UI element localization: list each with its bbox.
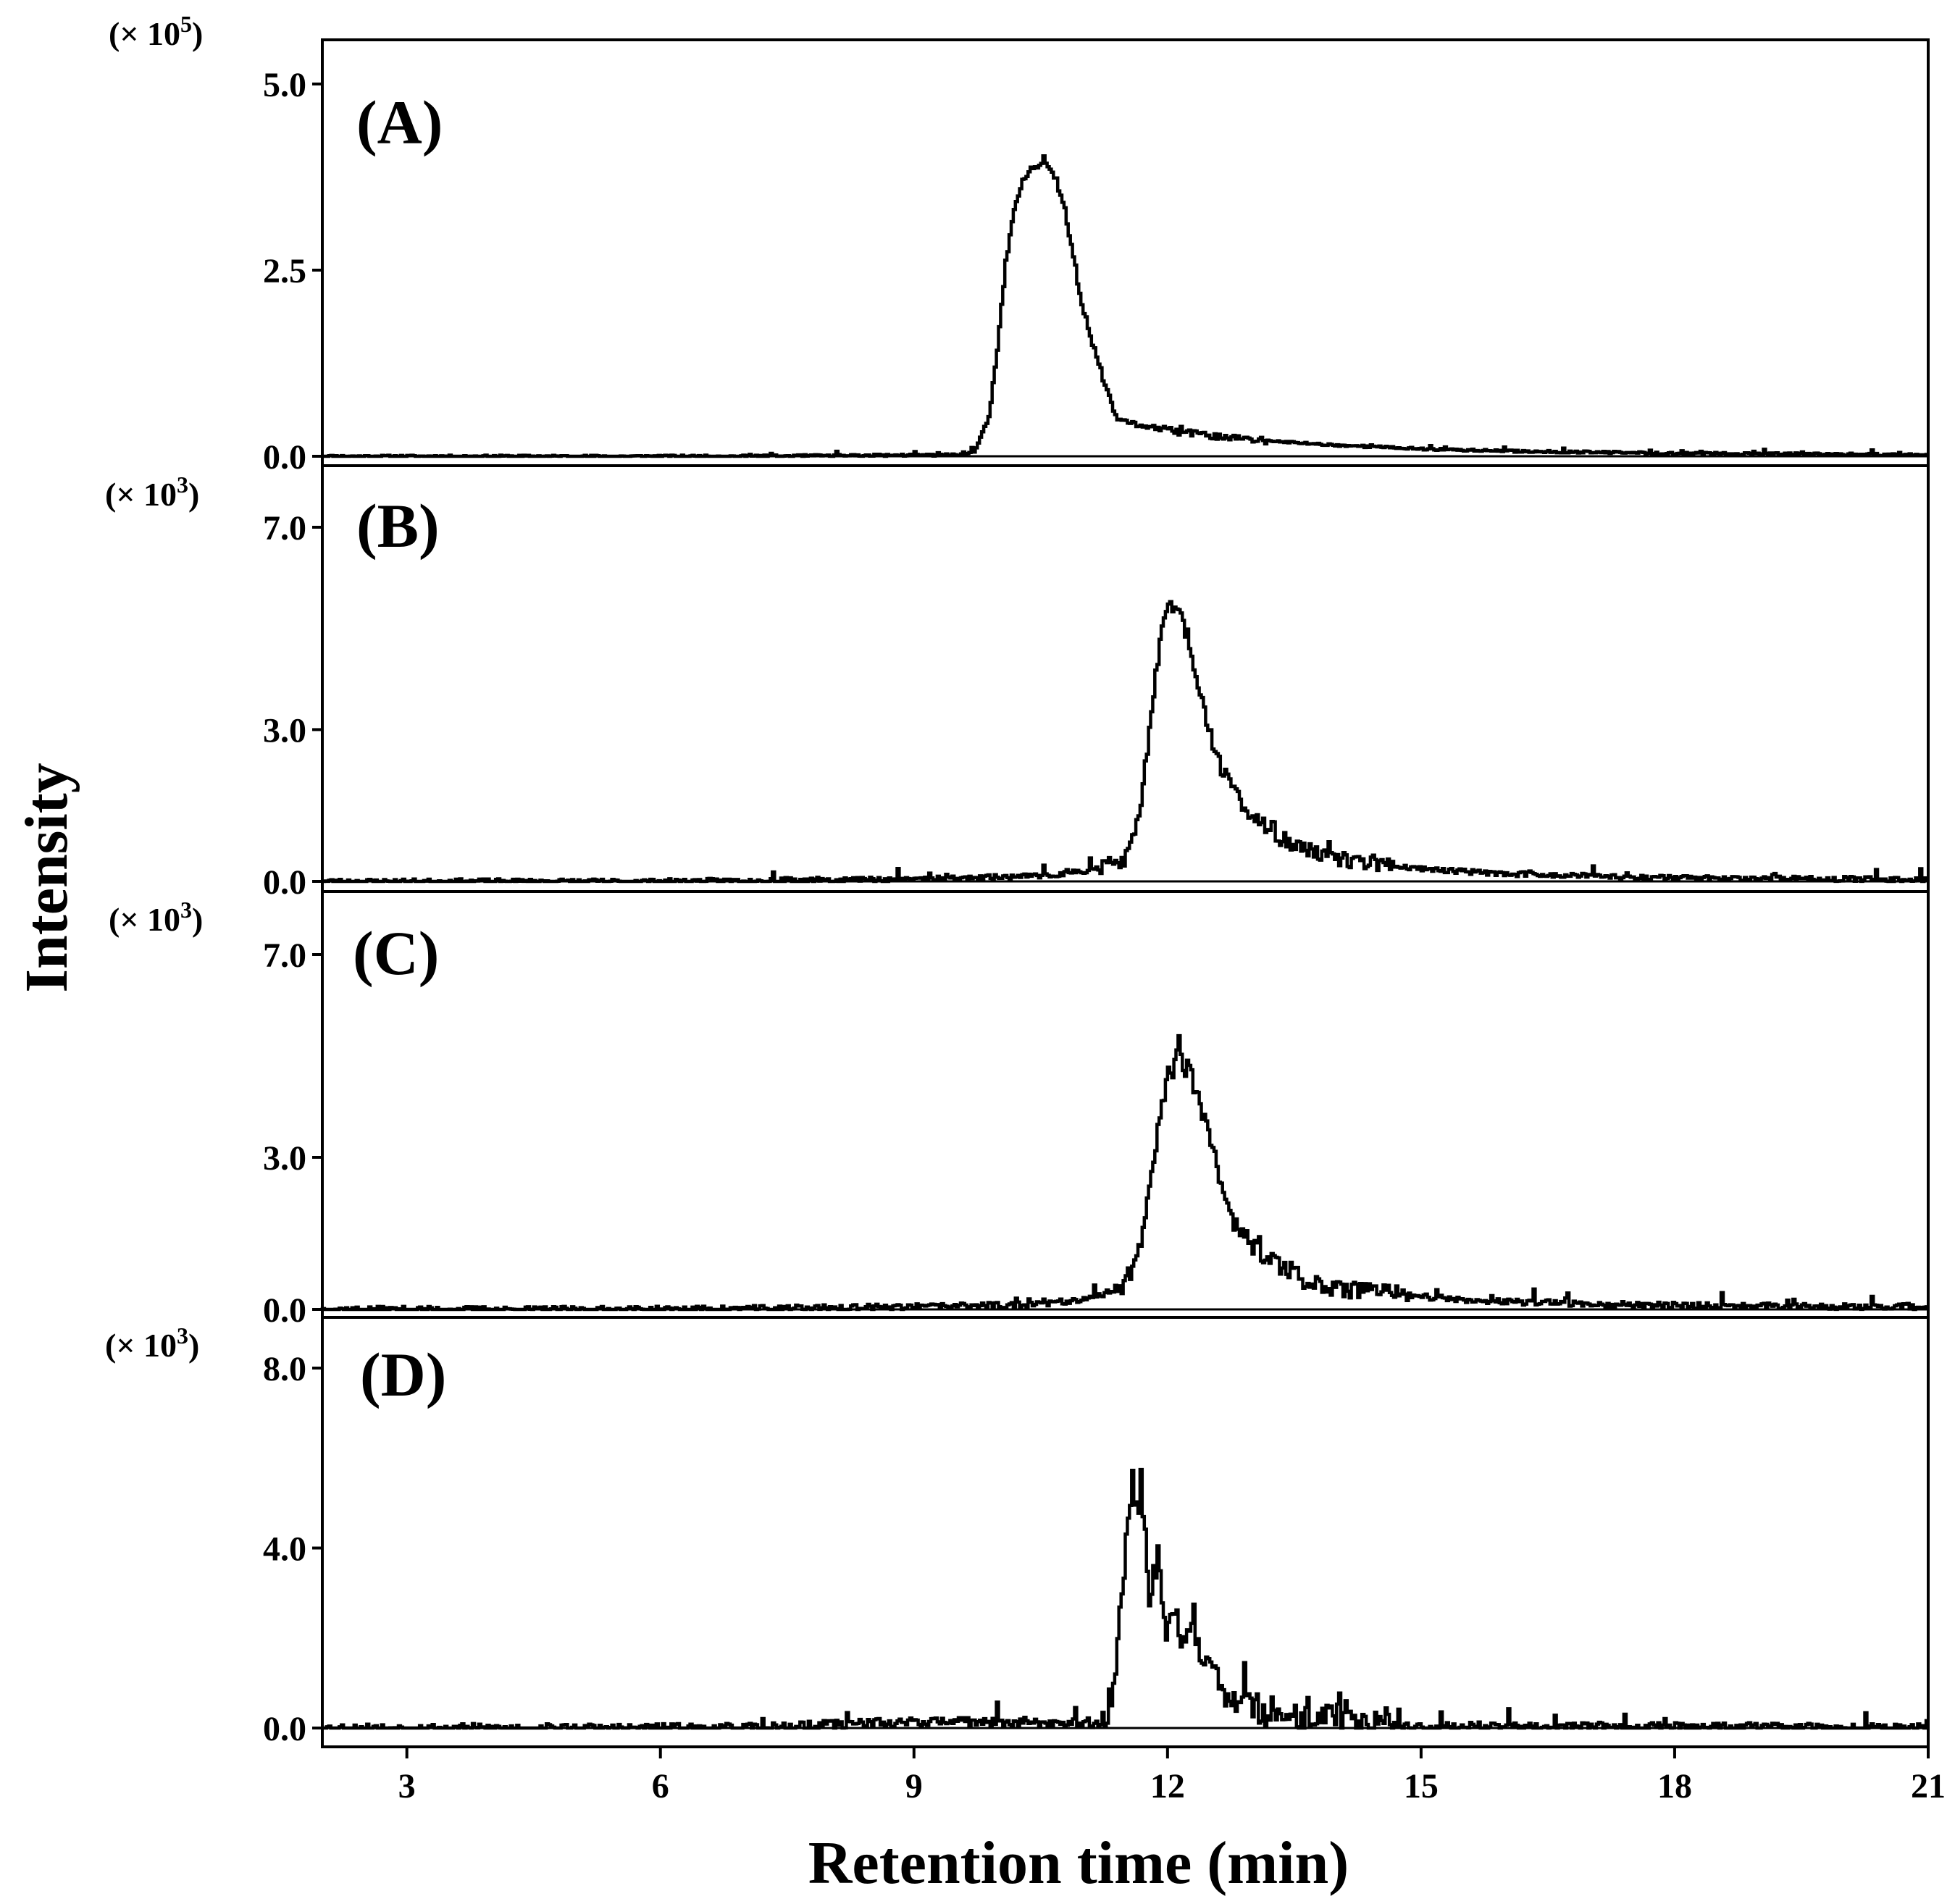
panel-c: 0.0 3.0 7.0 (× 103) (C) — [109, 890, 1930, 1330]
panel-b: 0.0 3.0 7.0 (× 103) (B) — [105, 464, 1930, 902]
panel-frame — [321, 464, 1930, 893]
panel-d: 0.0 4.0 8.0 (× 103) (D) — [105, 1316, 1930, 1748]
x-axis-title: Retention time (min) — [808, 1829, 1349, 1897]
y-tick-label: 7.0 — [263, 509, 306, 548]
y-tick-label: 0.0 — [263, 1291, 306, 1330]
x-tick-label: 12 — [1150, 1767, 1185, 1806]
y-multiplier-label: (× 103) — [109, 897, 203, 938]
chromatogram-trace — [322, 1467, 1928, 1730]
y-tick-label: 0.0 — [263, 863, 306, 902]
panel-label: (B) — [356, 491, 440, 561]
y-tick-label: 2.5 — [263, 252, 306, 290]
x-tick-label: 15 — [1404, 1767, 1439, 1806]
y-multiplier-label: (× 103) — [105, 1322, 199, 1364]
y-tick-label: 0.0 — [263, 1710, 306, 1748]
y-tick-label: 0.0 — [263, 438, 306, 477]
x-ticks: 3 6 9 12 15 18 21 — [398, 1747, 1946, 1806]
y-tick-label: 3.0 — [263, 1139, 306, 1178]
panel-frame — [321, 1316, 1930, 1748]
panel-label: (C) — [353, 918, 439, 988]
chromatogram-trace — [322, 600, 1928, 884]
y-tick-label: 5.0 — [263, 66, 306, 104]
y-tick-label: 8.0 — [263, 1350, 306, 1388]
x-tick-label: 18 — [1657, 1767, 1692, 1806]
panel-frame — [321, 38, 1930, 467]
panel-label: (A) — [356, 88, 443, 157]
y-tick-label: 7.0 — [263, 936, 306, 975]
y-tick-label: 3.0 — [263, 711, 306, 750]
y-tick-label: 4.0 — [263, 1530, 306, 1569]
x-tick-label: 6 — [652, 1767, 669, 1806]
chromatogram-trace — [320, 1033, 1928, 1312]
chromatogram-trace — [322, 154, 1928, 458]
panel-a: 0.0 2.5 5.0 (× 105) (A) — [109, 11, 1930, 477]
y-multiplier-label: (× 103) — [105, 471, 199, 513]
panel-frame — [321, 890, 1930, 1319]
x-tick-label: 3 — [398, 1767, 416, 1806]
y-multiplier-label: (× 105) — [109, 11, 203, 52]
x-axis: 3 6 9 12 15 18 21 — [398, 1747, 1946, 1806]
panel-label: (D) — [360, 1340, 446, 1409]
x-tick-label: 21 — [1911, 1767, 1946, 1806]
panels-group: 0.02.55.0(× 105)(A)0.03.07.0(× 103) (B)0.… — [105, 11, 1930, 1748]
x-tick-label: 9 — [905, 1767, 923, 1806]
y-axis-title: Intensity — [13, 763, 80, 992]
